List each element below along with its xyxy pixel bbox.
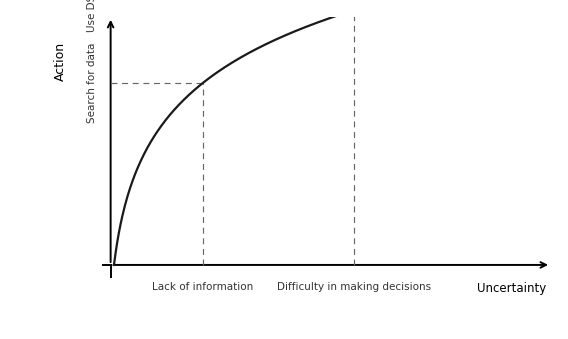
Text: Search for data: Search for data [87,43,97,123]
Text: Action: Action [54,42,67,81]
Text: Use DSS: Use DSS [87,0,97,32]
Text: Difficulty in making decisions: Difficulty in making decisions [277,282,431,292]
Text: Lack of information: Lack of information [152,282,253,292]
Text: Uncertainty: Uncertainty [477,282,546,295]
